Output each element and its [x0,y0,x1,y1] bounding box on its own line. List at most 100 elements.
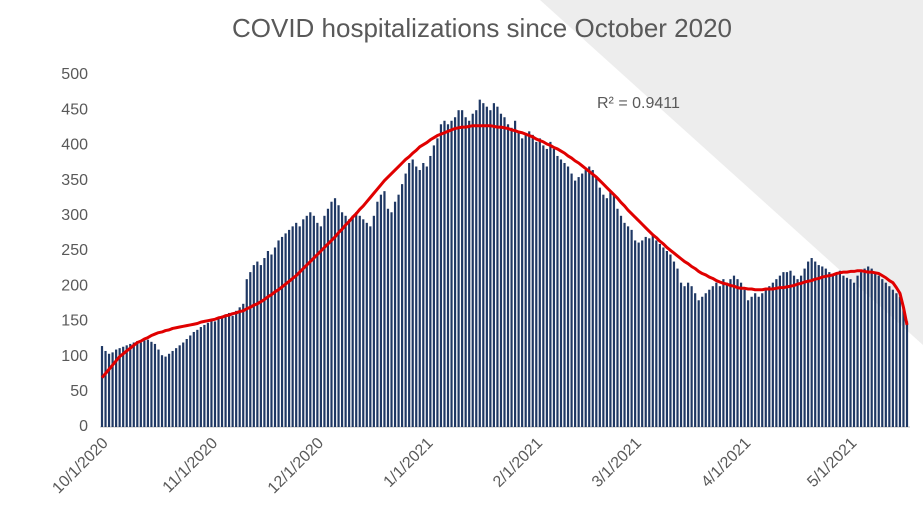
bar [665,251,669,427]
bar [824,268,827,427]
bar [160,355,164,427]
bar [171,350,174,427]
bar [316,222,319,427]
bar [821,266,824,427]
bar [884,282,887,427]
bar [845,277,849,427]
bar [835,273,838,427]
bar [810,258,813,427]
bar [605,198,608,427]
bar [881,279,884,427]
bar [545,148,548,428]
bar [626,226,630,427]
bar [888,286,891,427]
bar [782,272,785,427]
bar [157,349,160,427]
bar [273,247,277,427]
bar [482,103,485,427]
bar [535,141,538,427]
bar [432,145,435,427]
bar [874,272,877,427]
bar [528,131,531,427]
bar [616,208,619,427]
bar [785,272,789,427]
bar [708,289,711,427]
bar [750,296,753,427]
bar [319,226,323,427]
bar [167,353,171,427]
bar [510,127,513,428]
bar [747,300,750,427]
bar [153,343,157,427]
bar [446,124,450,427]
bar [206,322,210,427]
bar [143,340,146,427]
bar [792,275,796,427]
bar [231,315,234,427]
bar [817,265,820,427]
bar [189,335,192,427]
bar [383,191,386,427]
bar [715,282,718,427]
bar [697,300,700,427]
bar [107,353,111,427]
bar [464,117,467,428]
bar [739,282,743,427]
bar [757,296,760,427]
y-tick-label: 250 [61,242,88,259]
bar [552,148,556,428]
bar [743,289,746,427]
bar [538,138,541,428]
bar [729,279,732,427]
bar [556,155,559,427]
bar [870,268,873,427]
bar [369,226,372,427]
bar [902,307,905,427]
bar [185,339,188,427]
bar [496,106,499,428]
bar [376,201,379,427]
bar [379,194,383,427]
bar [295,222,298,427]
bar [690,286,693,427]
bar [655,240,658,427]
bar [309,212,312,427]
x-tick-label: 11/1/2020 [160,435,222,497]
bar [326,208,330,427]
bar [506,124,510,427]
y-tick-label: 400 [61,137,88,154]
bar [305,215,308,427]
bar [771,282,774,427]
bar [722,279,725,427]
bar [521,138,524,428]
bar [408,163,411,427]
bar [418,170,421,428]
bar [362,219,365,427]
bar [842,275,845,427]
bar [178,345,181,427]
bar [468,120,471,427]
bar [263,258,266,427]
bar [778,275,781,427]
bar [796,279,799,427]
bar [136,341,139,427]
bar [397,194,400,427]
bar [598,187,601,427]
bar [118,348,121,427]
bar [619,215,623,427]
bar [856,275,859,427]
bar [401,184,404,427]
bar [672,261,676,427]
bar [390,212,393,427]
bar [676,268,679,427]
bar [581,173,584,427]
bar [175,348,178,427]
bar [461,110,464,427]
bar [704,293,707,427]
bar [754,293,757,427]
bar [333,198,337,427]
bar [365,222,368,427]
bar [475,110,478,427]
bar [330,201,333,427]
